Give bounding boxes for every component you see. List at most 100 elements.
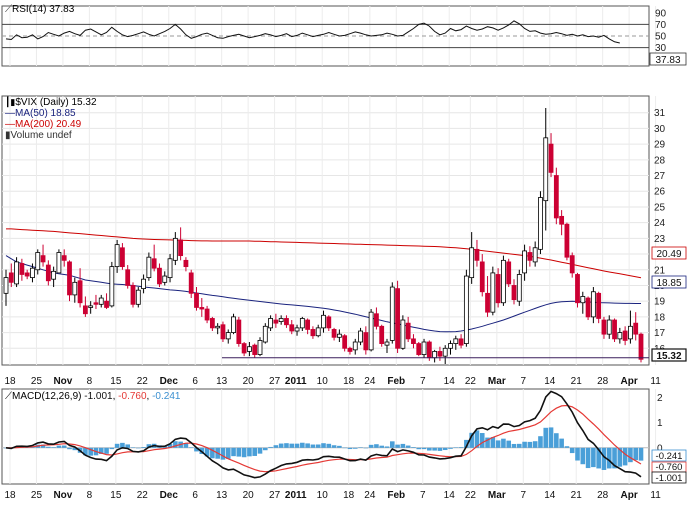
candle-up	[30, 263, 35, 283]
candlesticks	[3, 107, 644, 364]
date-tick-label: Apr	[621, 376, 638, 387]
candle-body	[538, 197, 543, 250]
macd-histogram-bar	[188, 447, 194, 448]
macd-histogram-bar	[411, 447, 416, 448]
candle-body	[172, 237, 178, 261]
macd-histogram-bar	[46, 446, 51, 448]
rsi-tag-text: 37.83	[655, 55, 680, 66]
candle-down	[93, 294, 99, 310]
macd-line-tag: -1.001	[656, 473, 683, 484]
candle-body	[426, 341, 432, 359]
macd-histogram-bar	[61, 445, 67, 448]
candle-body	[109, 266, 115, 307]
price-panel: 31302928272625242322212019181716 20.49 1…	[1, 95, 687, 366]
candle-down	[183, 257, 189, 272]
candle-up	[3, 269, 9, 306]
macd-histogram-bar	[421, 447, 427, 450]
date-tick-label: 14	[444, 376, 456, 387]
candle-up	[628, 310, 633, 344]
candle-body	[564, 223, 570, 258]
candle-body	[40, 255, 46, 263]
candle-down	[511, 279, 517, 305]
candle-up	[114, 239, 120, 273]
macd-histogram-bar	[120, 442, 125, 448]
candle-up	[384, 338, 390, 354]
price-tick-label: 25	[654, 202, 666, 213]
date-tick-label: 7	[521, 490, 527, 501]
ma200-legend: —MA(200) 20.49	[5, 119, 97, 130]
candle-down	[612, 318, 617, 343]
candle-body	[51, 270, 57, 280]
date-tick-label: 10	[317, 376, 329, 387]
date-tick-label: Feb	[387, 376, 405, 387]
macd-histogram-bar	[342, 447, 347, 449]
macd-histogram-bar	[167, 444, 173, 448]
candle-body	[167, 258, 173, 279]
candle-down	[326, 315, 332, 332]
candle-up	[590, 287, 596, 324]
candle-body	[188, 272, 194, 294]
candle-body	[146, 256, 152, 279]
macd-signal-tag: -0.760	[656, 462, 683, 473]
candle-up	[352, 338, 358, 355]
macd-legend: ⟋MACD(12,26,9) -1.001, -0.760, -0.241	[5, 391, 180, 402]
price-title-row: ┃▮$VIX (Daily) 15.32	[5, 97, 97, 108]
candle-down	[479, 254, 485, 297]
date-tick-label: 25	[31, 376, 43, 387]
date-tick-label: 6	[192, 490, 198, 501]
macd-histogram-bar	[252, 447, 258, 456]
date-tick-label: 20	[243, 490, 255, 501]
candle-body	[453, 338, 459, 344]
candle-body	[82, 305, 88, 315]
candle-body	[236, 319, 242, 344]
candle-up	[538, 191, 543, 255]
macd-histogram-bar	[241, 447, 247, 458]
rsi-legend: ⟋RSI(14) 37.83	[5, 4, 74, 15]
macd-histogram-bar	[315, 444, 321, 448]
volume-legend-label: Volume undef	[10, 130, 72, 141]
candle-body	[421, 341, 427, 355]
macd-histogram	[3, 427, 644, 470]
candle-up	[617, 327, 623, 344]
candle-body	[358, 330, 363, 343]
macd-histogram-bar	[464, 439, 469, 448]
candle-down	[82, 296, 88, 317]
date-tick-label: 11	[650, 490, 661, 501]
rsi-legend-icon: ⟋	[5, 4, 12, 15]
candle-up	[231, 313, 236, 335]
candle-body	[162, 275, 168, 283]
macd-histogram-bar	[612, 447, 617, 469]
candle-body	[347, 347, 353, 352]
macd-histogram-bar	[474, 430, 480, 448]
date-tick-label: 22	[465, 490, 477, 501]
candle-body	[352, 341, 358, 351]
candle-body	[321, 314, 326, 329]
candle-down	[585, 296, 591, 321]
candle-down	[506, 258, 512, 288]
candle-body	[490, 272, 496, 313]
candle-up	[35, 249, 41, 275]
macd-histogram-bar	[516, 443, 522, 448]
macd-histogram-bar	[305, 443, 310, 448]
macd-histogram-bar	[469, 432, 474, 448]
candle-down	[569, 252, 575, 278]
macd-histogram-bar	[506, 440, 512, 448]
candle-body	[273, 319, 279, 324]
price-tick-label: 17	[654, 328, 666, 339]
macd-histogram-bar	[495, 440, 501, 448]
candle-body	[299, 318, 305, 329]
ma50-legend: —MA(50) 18.85	[5, 108, 97, 119]
macd-histogram-bar	[569, 447, 575, 454]
candle-body	[432, 351, 438, 359]
candle-body	[442, 347, 448, 357]
candle-body	[289, 324, 295, 332]
volume-legend-icon: ▮	[5, 130, 11, 141]
candle-body	[257, 340, 263, 355]
candle-down	[104, 293, 109, 310]
macd-histogram-bar	[114, 443, 120, 448]
price-tick-label: 31	[654, 108, 666, 119]
candle-up	[72, 277, 78, 303]
macd-histogram-bar	[580, 447, 586, 465]
candle-body	[284, 318, 289, 326]
macd-histogram-bar	[416, 447, 422, 450]
